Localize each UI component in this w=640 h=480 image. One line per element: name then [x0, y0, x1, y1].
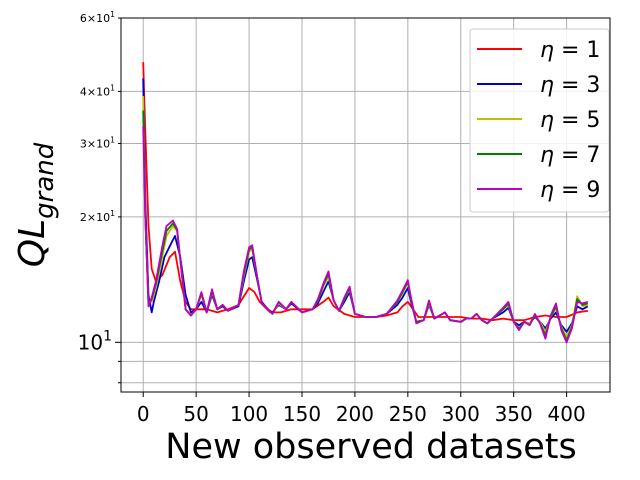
y-axis-label-subscript: grand: [30, 142, 60, 219]
legend-label: η = 1: [540, 38, 600, 63]
x-axis-label: New observed datasets: [165, 427, 576, 467]
y-axis-label: QLgrand: [12, 142, 60, 267]
x-tick-label: 150: [283, 402, 321, 426]
x-tick-label: 100: [230, 402, 268, 426]
x-tick-label: 0: [137, 402, 150, 426]
legend-box: [469, 28, 610, 213]
series-lines: [142, 62, 589, 344]
legend-label: η = 7: [540, 143, 600, 168]
legend: η = 1 η = 3 η = 5 η = 7 η = 9: [469, 28, 610, 213]
y-tick-label: 3×101: [80, 136, 115, 151]
x-tick-label: 250: [389, 402, 427, 426]
x-tick-label: 200: [336, 402, 374, 426]
y-tick-label: 2×101: [80, 209, 115, 224]
legend-label: η = 3: [540, 73, 600, 98]
y-tick-label: 6×101: [80, 10, 115, 25]
x-tick-label: 350: [495, 402, 533, 426]
axis-ticks: 0 50 100 150 200 250 300 350 400 101 2×101 3×101 4×1…: [78, 10, 586, 426]
y-tick-label: 101: [78, 328, 112, 354]
y-axis-label-main: QL: [12, 219, 53, 267]
plot-frame: [120, 17, 611, 393]
legend-label: η = 5: [540, 108, 600, 133]
x-tick-label: 50: [183, 402, 208, 426]
series-line: [142, 126, 589, 344]
x-tick-label: 300: [442, 402, 480, 426]
x-tick-label: 400: [548, 402, 586, 426]
legend-label: η = 9: [540, 178, 600, 203]
y-tick-label: 4×101: [80, 83, 115, 98]
